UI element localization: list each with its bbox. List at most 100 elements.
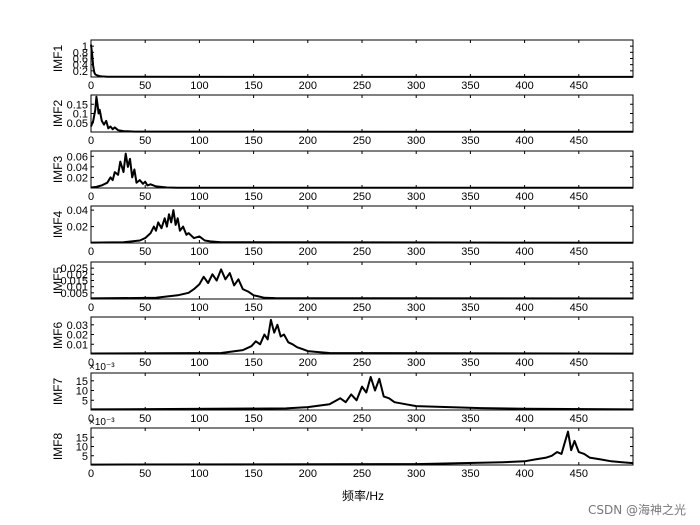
axes-box: [90, 316, 634, 355]
x-tick-label: 250: [353, 468, 371, 480]
y-tick-label: 1: [82, 41, 88, 53]
y-tick-label: 0.025: [60, 263, 88, 275]
subplot-2: 0 50 100 150 200 250 300 350 400 450 0.050.10.15IM…: [51, 94, 634, 147]
y-tick-label: 0.04: [67, 205, 88, 217]
y-axis-label: IMF6: [51, 322, 65, 350]
x-tick-label: 300: [407, 246, 425, 258]
x-tick-label: 250: [353, 191, 371, 203]
x-tick-label: 50: [139, 80, 151, 92]
y-tick-label: 0.01: [67, 282, 88, 294]
x-tick-label: 200: [299, 468, 317, 480]
x-tick-label: 100: [190, 191, 208, 203]
x-tick-label: 400: [515, 302, 533, 314]
y-tick-label: 0.6: [73, 54, 88, 66]
x-tick-label: 150: [244, 357, 262, 369]
x-tick-label: 400: [515, 246, 533, 258]
x-tick-label: 450: [570, 246, 588, 258]
x-tick-label: 150: [244, 302, 262, 314]
x-tick-label: 350: [461, 191, 479, 203]
series-line: [90, 430, 634, 466]
y-tick-label: 0.4: [73, 60, 88, 72]
x-tick-label: 0: [88, 246, 94, 258]
x-tick-label: 350: [461, 80, 479, 92]
x-axis-label: 频率/Hz: [342, 488, 384, 503]
y-tick-label: 0.2: [73, 66, 88, 78]
x-tick-label: 150: [244, 246, 262, 258]
x-tick-label: 400: [515, 468, 533, 480]
x-tick-label: 300: [407, 468, 425, 480]
y-tick-label: 0.05: [67, 118, 88, 130]
x-tick-label: 150: [244, 80, 262, 92]
y-tick-label: 0.02: [67, 330, 88, 342]
y-tick-label: 10: [76, 442, 88, 454]
x-tick-label: 100: [190, 302, 208, 314]
y-tick-label: 0.015: [60, 276, 88, 288]
x-tick-label: 300: [407, 302, 425, 314]
x-tick-label: 400: [515, 80, 533, 92]
x-tick-label: 150: [244, 191, 262, 203]
x-tick-label: 350: [461, 302, 479, 314]
series-line: [90, 318, 634, 355]
x-tick-label: 0: [88, 468, 94, 480]
series-line: [90, 375, 634, 411]
y-axis-label: IMF2: [51, 100, 65, 128]
x-tick-label: 150: [244, 468, 262, 480]
x-tick-label: 350: [461, 135, 479, 147]
y-tick-label: 0.01: [67, 339, 88, 351]
x-tick-label: 50: [139, 468, 151, 480]
x-tick-label: 300: [407, 357, 425, 369]
x-tick-label: 350: [461, 468, 479, 480]
axes-box: [90, 427, 634, 466]
y-axis-label: IMF7: [51, 378, 65, 406]
y-axis-label: IMF3: [51, 156, 65, 184]
x-tick-label: 0: [88, 413, 94, 425]
x-tick-label: 200: [299, 135, 317, 147]
x-tick-label: 50: [139, 246, 151, 258]
x-tick-label: 50: [139, 357, 151, 369]
y-tick-label: 15: [76, 432, 88, 444]
x-tick-label: 50: [139, 135, 151, 147]
series-line: [90, 152, 634, 189]
axes-box: [90, 150, 634, 189]
x-tick-label: 450: [570, 191, 588, 203]
series-line: [90, 44, 634, 78]
x-tick-label: 250: [353, 357, 371, 369]
series-line: [90, 268, 634, 300]
axes-box: [90, 261, 634, 300]
x-tick-label: 350: [461, 413, 479, 425]
x-tick-label: 450: [570, 302, 588, 314]
x-tick-label: 400: [515, 357, 533, 369]
x-tick-label: 450: [570, 135, 588, 147]
y-tick-label: 10: [76, 386, 88, 398]
subplot-3: 0 50 100 150 200 250 300 350 400 450 0.020.040.06I…: [51, 150, 634, 203]
y-tick-label: 0.02: [67, 269, 88, 281]
subplot-5: 0 50 100 150 200 250 300 350 400 450 0.0050.010.01…: [51, 261, 634, 314]
x-tick-label: 250: [353, 302, 371, 314]
y-tick-label: 0.02: [67, 222, 88, 234]
x-tick-label: 50: [139, 413, 151, 425]
x-tick-label: 350: [461, 246, 479, 258]
x-tick-label: 400: [515, 191, 533, 203]
y-tick-label: 0.03: [67, 320, 88, 332]
x-tick-label: 400: [515, 413, 533, 425]
y-tick-label: 0.1: [73, 109, 88, 121]
x-tick-label: 450: [570, 80, 588, 92]
x-tick-label: 200: [299, 357, 317, 369]
x-tick-label: 300: [407, 135, 425, 147]
x-tick-label: 100: [190, 80, 208, 92]
x-tick-label: 200: [299, 302, 317, 314]
x-tick-label: 100: [190, 468, 208, 480]
x-tick-label: 300: [407, 191, 425, 203]
y-tick-label: 0.04: [67, 162, 88, 174]
y-tick-label: 0.15: [67, 99, 88, 111]
subplot-6: 0 50 100 150 200 250 300 350 400 450 0.010.020.03I…: [51, 316, 634, 369]
x-tick-label: 150: [244, 135, 262, 147]
x-tick-label: 450: [570, 413, 588, 425]
series-line: [90, 209, 634, 244]
x-tick-label: 450: [570, 468, 588, 480]
y-tick-label: 5: [82, 451, 88, 463]
y-axis-label: IMF4: [51, 211, 65, 239]
